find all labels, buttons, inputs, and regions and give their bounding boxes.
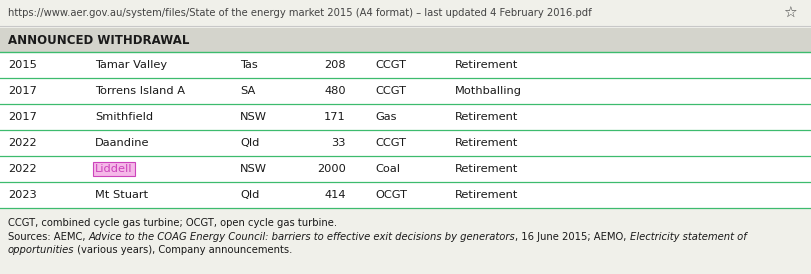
Bar — [0, 78, 811, 104]
Text: Mothballing: Mothballing — [454, 86, 521, 96]
Text: OCGT: OCGT — [375, 190, 406, 200]
Text: ANNOUNCED WITHDRAWAL: ANNOUNCED WITHDRAWAL — [8, 33, 189, 47]
Text: 171: 171 — [324, 112, 345, 122]
Text: Qld: Qld — [240, 138, 259, 148]
Text: Torrens Island A: Torrens Island A — [95, 86, 185, 96]
Text: 414: 414 — [324, 190, 345, 200]
Text: 33: 33 — [331, 138, 345, 148]
Text: https://www.aer.gov.au/system/files/State of the energy market 2015 (A4 format) : https://www.aer.gov.au/system/files/Stat… — [8, 8, 591, 18]
Text: NSW: NSW — [240, 164, 267, 174]
Text: Retirement: Retirement — [454, 60, 517, 70]
Bar — [0, 156, 811, 182]
Text: 2023: 2023 — [8, 190, 36, 200]
Text: 2015: 2015 — [8, 60, 36, 70]
Text: Smithfield: Smithfield — [95, 112, 153, 122]
Text: Coal: Coal — [375, 164, 400, 174]
Text: (various years), Company announcements.: (various years), Company announcements. — [75, 245, 293, 255]
Text: Daandine: Daandine — [95, 138, 149, 148]
Text: CCGT: CCGT — [375, 60, 406, 70]
Text: , 16 June 2015; AEMO,: , 16 June 2015; AEMO, — [515, 232, 629, 242]
Text: CCGT: CCGT — [375, 86, 406, 96]
Bar — [0, 28, 811, 52]
Text: Qld: Qld — [240, 190, 259, 200]
Text: SA: SA — [240, 86, 255, 96]
Text: 2017: 2017 — [8, 112, 36, 122]
Text: CCGT: CCGT — [375, 138, 406, 148]
Text: Retirement: Retirement — [454, 138, 517, 148]
Bar — [0, 182, 811, 208]
Text: CCGT, combined cycle gas turbine; OCGT, open cycle gas turbine.: CCGT, combined cycle gas turbine; OCGT, … — [8, 218, 337, 228]
Text: Electricity statement of: Electricity statement of — [629, 232, 745, 242]
Text: 2022: 2022 — [8, 138, 36, 148]
Text: Advice to the COAG Energy Council: barriers to effective exit decisions by gener: Advice to the COAG Energy Council: barri… — [88, 232, 515, 242]
Text: Gas: Gas — [375, 112, 396, 122]
Text: 2017: 2017 — [8, 86, 36, 96]
Text: ☆: ☆ — [783, 5, 796, 21]
Bar — [0, 130, 811, 156]
Text: Tas: Tas — [240, 60, 257, 70]
Text: Retirement: Retirement — [454, 164, 517, 174]
Bar — [0, 52, 811, 78]
Text: Mt Stuart: Mt Stuart — [95, 190, 148, 200]
Text: 208: 208 — [324, 60, 345, 70]
Text: 480: 480 — [324, 86, 345, 96]
Text: Sources: AEMC,: Sources: AEMC, — [8, 232, 88, 242]
Text: Tamar Valley: Tamar Valley — [95, 60, 167, 70]
Text: 2000: 2000 — [317, 164, 345, 174]
Text: Retirement: Retirement — [454, 190, 517, 200]
Text: NSW: NSW — [240, 112, 267, 122]
Text: opportunities: opportunities — [8, 245, 75, 255]
Text: 2022: 2022 — [8, 164, 36, 174]
Text: Liddell: Liddell — [95, 164, 132, 174]
Bar — [0, 0, 811, 26]
Bar — [0, 104, 811, 130]
Text: Retirement: Retirement — [454, 112, 517, 122]
